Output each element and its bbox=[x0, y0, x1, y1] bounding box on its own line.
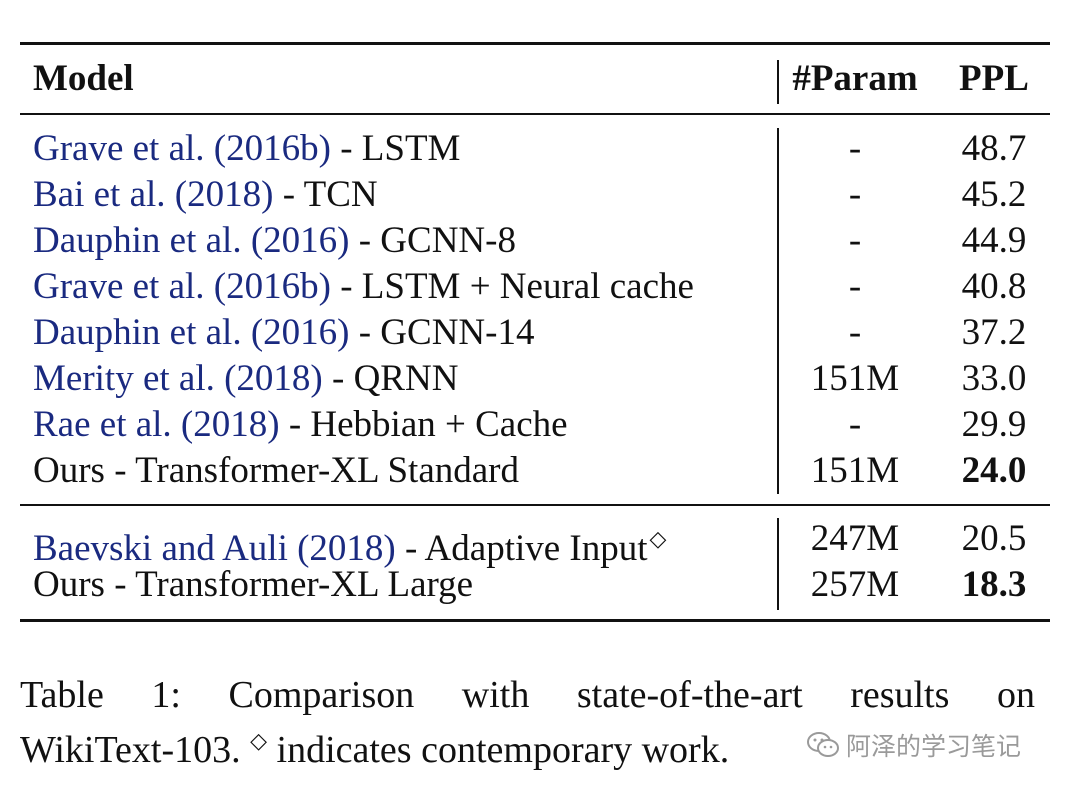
model-cell: Merity et al. (2018) - QRNN bbox=[33, 356, 458, 402]
caption-line-1: Table 1: Comparison with state-of-the-art res… bbox=[20, 672, 1035, 718]
citation-link[interactable]: Grave et al. (2016b) bbox=[33, 266, 331, 307]
table-row: Grave et al. (2016b) - LSTM - 48.7 bbox=[0, 126, 1080, 172]
top-rule bbox=[20, 42, 1050, 45]
model-cell: Bai et al. (2018) - TCN bbox=[33, 172, 378, 218]
model-name: - LSTM + Neural cache bbox=[330, 266, 694, 307]
table-row: Ours - Transformer-XL Standard 151M 24.0 bbox=[0, 448, 1080, 494]
header-vertical-rule bbox=[777, 60, 779, 104]
ppl-cell: 45.2 bbox=[961, 174, 1027, 215]
model-name: - Hebbian + Cache bbox=[279, 404, 568, 445]
citation-link[interactable]: Bai et al. (2018) bbox=[33, 174, 274, 215]
model-cell: Grave et al. (2016b) - LSTM + Neural cac… bbox=[33, 264, 694, 310]
ppl-cell: 37.2 bbox=[961, 312, 1027, 353]
caption-word: Comparison bbox=[228, 674, 415, 716]
model-cell: Dauphin et al. (2016) - GCNN-8 bbox=[33, 218, 516, 264]
watermark-text: 阿泽的学习笔记 bbox=[846, 732, 1022, 761]
model-cell: Ours - Transformer-XL Standard bbox=[33, 448, 519, 494]
header-ppl: PPL bbox=[959, 58, 1029, 99]
table-header: Model #Param PPL bbox=[0, 56, 1080, 102]
param-cell: - bbox=[848, 312, 862, 353]
model-cell: Rae et al. (2018) - Hebbian + Cache bbox=[33, 402, 568, 448]
caption-dataset: WikiText-103. bbox=[20, 729, 241, 771]
model-name: - LSTM bbox=[330, 128, 461, 169]
param-cell: - bbox=[848, 266, 862, 307]
header-model: Model bbox=[33, 58, 134, 99]
model-name: Ours - Transformer-XL Standard bbox=[33, 450, 520, 491]
model-cell: Ours - Transformer-XL Large bbox=[33, 562, 473, 608]
group-rule bbox=[20, 504, 1050, 506]
ppl-cell: 20.5 bbox=[961, 518, 1027, 559]
table-row: Ours - Transformer-XL Large 257M 18.3 bbox=[0, 562, 1080, 608]
table-row: Bai et al. (2018) - TCN - 45.2 bbox=[0, 172, 1080, 218]
ppl-cell: 24.0 bbox=[961, 450, 1027, 491]
watermark: 阿泽的学习笔记 bbox=[806, 727, 1021, 763]
param-cell: 151M bbox=[810, 358, 900, 399]
diamond-icon: ◇ bbox=[649, 526, 667, 551]
citation-link[interactable]: Baevski and Auli (2018) bbox=[33, 528, 396, 569]
table-row: Merity et al. (2018) - QRNN 151M 33.0 bbox=[0, 356, 1080, 402]
caption-word: 1: bbox=[151, 674, 181, 716]
param-cell: - bbox=[848, 220, 862, 261]
param-cell: 247M bbox=[810, 518, 900, 559]
citation-link[interactable]: Merity et al. (2018) bbox=[33, 358, 323, 399]
bottom-rule bbox=[20, 619, 1050, 622]
caption-word: with bbox=[461, 674, 530, 716]
ppl-cell: 18.3 bbox=[961, 564, 1027, 605]
caption-word: on bbox=[996, 674, 1035, 716]
citation-link[interactable]: Dauphin et al. (2016) bbox=[33, 312, 350, 353]
wechat-icon bbox=[807, 732, 839, 757]
citation-link[interactable]: Grave et al. (2016b) bbox=[33, 128, 331, 169]
model-name: - GCNN-14 bbox=[349, 312, 535, 353]
ppl-cell: 29.9 bbox=[961, 404, 1027, 445]
param-cell: - bbox=[848, 404, 862, 445]
model-cell: Baevski and Auli (2018) - Adaptive Input… bbox=[33, 516, 666, 572]
ppl-cell: 48.7 bbox=[961, 128, 1027, 169]
param-cell: - bbox=[848, 128, 862, 169]
model-name: - Adaptive Input bbox=[395, 528, 648, 569]
param-cell: - bbox=[848, 174, 862, 215]
table-row: Rae et al. (2018) - Hebbian + Cache - 29.9 bbox=[0, 402, 1080, 448]
ppl-cell: 44.9 bbox=[961, 220, 1027, 261]
table-row: Dauphin et al. (2016) - GCNN-8 - 44.9 bbox=[0, 218, 1080, 264]
model-name: Ours - Transformer-XL Large bbox=[33, 564, 474, 605]
diamond-icon: ◇ bbox=[250, 728, 268, 753]
model-cell: Grave et al. (2016b) - LSTM bbox=[33, 126, 460, 172]
group1-vertical-rule bbox=[777, 128, 779, 494]
model-name: - TCN bbox=[273, 174, 378, 215]
table-row: Dauphin et al. (2016) - GCNN-14 - 37.2 bbox=[0, 310, 1080, 356]
caption-word: state-of-the-art bbox=[576, 674, 803, 716]
model-name: - GCNN-8 bbox=[349, 220, 516, 261]
caption-line-2: WikiText-103. ◇ indicates contemporary w… bbox=[20, 718, 1035, 773]
table-row: Grave et al. (2016b) - LSTM + Neural cac… bbox=[0, 264, 1080, 310]
model-name: - QRNN bbox=[322, 358, 459, 399]
ppl-cell: 33.0 bbox=[961, 358, 1027, 399]
header-rule bbox=[20, 113, 1050, 115]
citation-link[interactable]: Rae et al. (2018) bbox=[33, 404, 280, 445]
citation-link[interactable]: Dauphin et al. (2016) bbox=[33, 220, 350, 261]
table-row: Baevski and Auli (2018) - Adaptive Input… bbox=[0, 516, 1080, 569]
ppl-cell: 40.8 bbox=[961, 266, 1027, 307]
param-cell: 257M bbox=[810, 564, 900, 605]
group2-vertical-rule bbox=[777, 518, 779, 610]
caption-word: results bbox=[850, 674, 950, 716]
caption-rest: indicates contemporary work. bbox=[267, 729, 730, 771]
model-cell: Dauphin et al. (2016) - GCNN-14 bbox=[33, 310, 534, 356]
header-param: #Param bbox=[792, 58, 918, 99]
caption-word: Table bbox=[20, 674, 104, 716]
param-cell: 151M bbox=[810, 450, 900, 491]
